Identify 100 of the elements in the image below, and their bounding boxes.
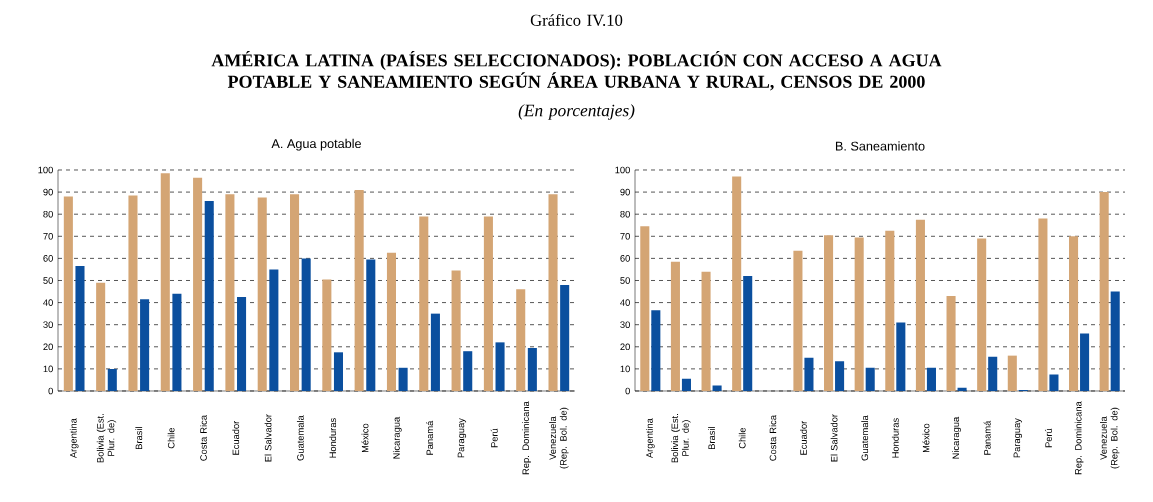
bar (269, 269, 279, 391)
bar (743, 276, 753, 391)
bar (354, 189, 364, 391)
bar (128, 195, 138, 391)
y-tick-label: 30 (43, 321, 53, 328)
x-tick-label: Costa Rica (769, 415, 777, 461)
bar (516, 289, 526, 391)
y-tick-label: 70 (43, 233, 53, 240)
x-tick-label: Venezuela (Rep. Bol. de) (1100, 407, 1120, 469)
bar (527, 347, 537, 391)
bar (957, 387, 967, 391)
bar (681, 378, 691, 391)
bar (824, 235, 834, 391)
bar (301, 258, 311, 391)
x-tick-label: Guatemala (296, 415, 304, 461)
y-tick-label: 80 (43, 210, 53, 218)
bar (398, 367, 408, 391)
x-tick-label: México (361, 423, 369, 453)
y-tick-label: 10 (620, 365, 630, 373)
x-tick-label: Perú (1044, 428, 1052, 448)
y-tick-label: 50 (43, 277, 53, 284)
y-tick-label: 100 (615, 166, 630, 174)
text: Gráfico IV.10 (530, 14, 623, 26)
x-tick-label: Honduras (329, 418, 337, 458)
x-tick-label: Ecuador (800, 420, 807, 455)
x-tick-label: Argentina (645, 418, 655, 459)
text: (En porcentajes) (518, 104, 635, 120)
bar (430, 313, 440, 391)
x-tick-label: Perú (490, 428, 498, 448)
x-tick-label: Argentina (69, 418, 79, 459)
x-tick-label: Brasil (135, 427, 143, 450)
bar (96, 282, 106, 391)
x-tick-label: Bolivia (Est. Plur. de) (96, 414, 117, 463)
x-tick-label: El Salvador (830, 414, 838, 462)
bar (204, 200, 214, 391)
bar (463, 351, 473, 391)
x-tick-label: Nicaragua (952, 416, 961, 459)
y-tick-label: 0 (625, 387, 630, 395)
x-tick-label: México (922, 423, 930, 453)
x-tick-label: Panamá (426, 420, 434, 455)
bar (732, 176, 742, 391)
bar (495, 342, 505, 391)
bar (560, 284, 570, 391)
bar (1080, 333, 1090, 391)
y-tick-label: 10 (43, 365, 53, 373)
bar (107, 368, 117, 391)
bar (865, 367, 875, 391)
bar (915, 219, 925, 391)
y-tick-label: 80 (620, 210, 630, 218)
x-tick-label: Rep. Dominicana (1074, 401, 1084, 475)
bar (225, 194, 235, 391)
bar (386, 252, 396, 391)
text: AMÉRICA LATINA (PAÍSES SELECCIONADOS): POBLACIÓN CON ACCESO A AGUA POTABLE Y SANEAMIENTO SEGÚN ÁREA URBANA Y RURAL, CENSOS DE 2000 (211, 50, 942, 91)
x-tick-label: Ecuador (232, 420, 240, 455)
y-tick-label: 40 (43, 299, 53, 306)
bar (835, 361, 845, 391)
chart-title: A. Agua potable (271, 138, 361, 151)
bar (160, 173, 170, 391)
y-tick-label: 0 (48, 387, 53, 395)
x-tick-label: Paraguay (1013, 418, 1022, 458)
y-tick-label: 50 (620, 277, 630, 284)
x-tick-label: Paraguay (457, 418, 467, 458)
bar (651, 310, 661, 391)
bar (1069, 236, 1079, 391)
bar (1110, 291, 1120, 391)
bar (290, 194, 300, 391)
x-tick-label: Chile (167, 427, 175, 449)
bar (977, 238, 987, 391)
x-tick-label: Brasil (708, 427, 715, 450)
y-tick-label: 40 (620, 299, 630, 306)
bar (483, 216, 493, 391)
bar (366, 259, 376, 391)
bar (451, 270, 461, 391)
bar (322, 279, 332, 391)
bar (854, 237, 864, 391)
bar (1007, 355, 1017, 391)
bar (670, 261, 680, 391)
bar (333, 352, 344, 391)
y-tick-label: 90 (43, 188, 53, 196)
bar (1099, 192, 1109, 391)
y-tick-label: 70 (620, 233, 630, 240)
x-tick-label: Guatemala (861, 415, 869, 461)
bar (1038, 218, 1048, 391)
bar (193, 177, 203, 391)
bar (896, 322, 906, 391)
y-tick-label: 60 (620, 255, 630, 262)
bar (701, 271, 711, 391)
bar (804, 357, 814, 391)
x-tick-label: Panamá (983, 420, 991, 455)
x-tick-label: El Salvador (264, 414, 272, 462)
y-tick-label: 100 (38, 166, 53, 174)
x-tick-label: Rep. Dominicana (522, 401, 531, 475)
bar (63, 196, 73, 391)
bar (172, 293, 182, 391)
y-tick-label: 30 (620, 321, 630, 328)
x-tick-label: Costa Rica (200, 415, 207, 461)
chart-title: B. Saneamiento (835, 141, 925, 151)
y-tick-label: 90 (620, 188, 630, 196)
bar (140, 299, 150, 391)
bar (419, 216, 429, 391)
